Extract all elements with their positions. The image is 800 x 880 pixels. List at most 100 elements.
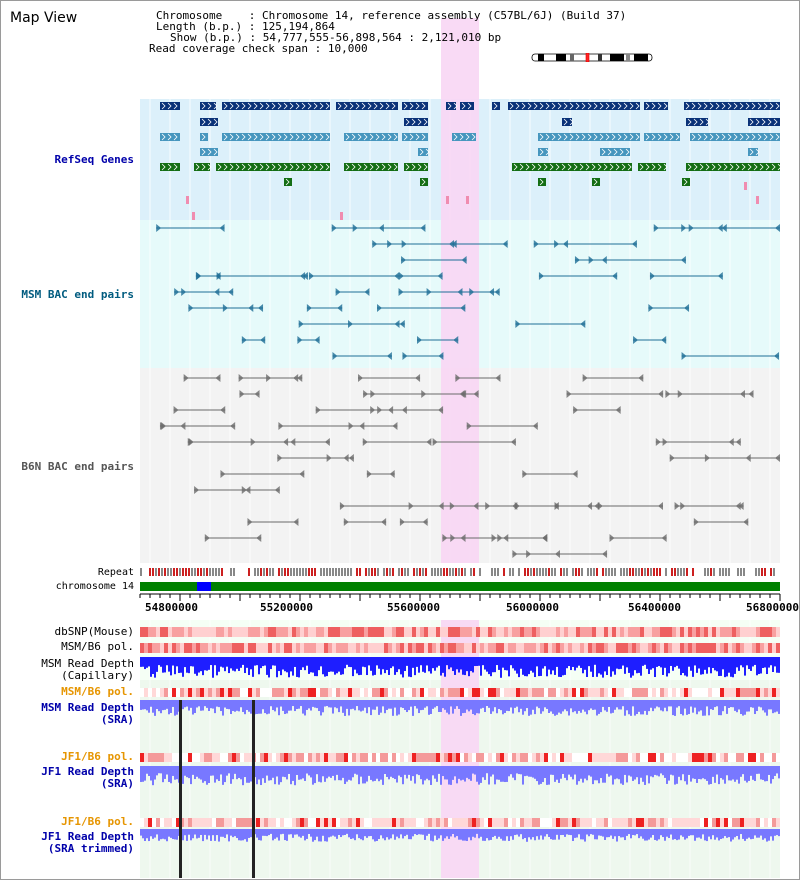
- polymorphism-cell: [560, 627, 564, 637]
- bac-end: [241, 336, 247, 344]
- polymorphism-cell: [456, 753, 460, 762]
- polymorphism-cell: [500, 753, 504, 762]
- depth-bar: [660, 766, 662, 774]
- polymorphism-cell: [668, 688, 672, 697]
- chromosome-ideogram[interactable]: [530, 53, 654, 62]
- page-title: Map View: [10, 10, 78, 26]
- depth-bar: [470, 700, 472, 710]
- depth-bar: [166, 657, 168, 666]
- polymorphism-cell: [368, 688, 372, 697]
- polymorphism-cell: [316, 688, 320, 697]
- polymorphism-cell: [520, 818, 524, 827]
- depth-bar: [448, 766, 450, 785]
- depth-bar: [298, 657, 300, 678]
- polymorphism-cell: [624, 753, 628, 762]
- depth-bar: [506, 766, 508, 782]
- polymorphism-cell: [500, 818, 504, 827]
- depth-bar: [212, 700, 214, 709]
- polymorphism-cell: [296, 627, 300, 637]
- polymorphism-cell: [468, 643, 472, 653]
- depth-bar: [726, 766, 728, 776]
- polymorphism-cell: [600, 627, 604, 637]
- polymorphism-cell: [768, 753, 772, 762]
- gene-feature: [508, 102, 640, 110]
- depth-bar: [424, 829, 426, 840]
- depth-bar: [446, 657, 448, 666]
- polymorphism-cell: [616, 688, 620, 697]
- polymorphism-cell: [636, 688, 640, 697]
- depth-bar: [660, 829, 662, 836]
- depth-bar: [482, 829, 484, 841]
- bac-end: [438, 406, 444, 414]
- polymorphism-cell: [492, 643, 496, 653]
- depth-bar: [362, 829, 364, 841]
- bac-end: [230, 422, 236, 430]
- polymorphism-cell: [692, 627, 696, 637]
- polymorphism-cell: [712, 818, 716, 827]
- depth-bar: [208, 657, 210, 670]
- depth-bar: [504, 766, 506, 783]
- polymorphism-cell: [268, 688, 272, 697]
- polymorphism-cell: [700, 753, 704, 762]
- polymorphism-cell: [684, 627, 688, 637]
- polymorphism-cell: [584, 643, 588, 653]
- length-value: 125,194,864: [261, 20, 335, 33]
- repeat-mark: [572, 568, 574, 576]
- polymorphism-cell: [140, 627, 144, 637]
- depth-bar: [372, 700, 374, 710]
- gene-strand-mark: [539, 133, 544, 141]
- depth-bar: [696, 657, 698, 673]
- depth-bar: [722, 700, 724, 712]
- repeat-mark: [398, 568, 400, 576]
- depth-bar: [154, 829, 156, 838]
- depth-bar: [410, 766, 412, 781]
- bac-end: [438, 352, 444, 360]
- repeat-mark: [764, 568, 766, 576]
- depth-bar: [518, 766, 520, 775]
- polymorphism-cell: [568, 753, 572, 762]
- repeat-mark: [350, 568, 352, 576]
- polymorphism-cell: [728, 753, 732, 762]
- polymorphism-cell: [300, 688, 304, 697]
- depth-bar: [380, 829, 382, 836]
- polymorphism-cell: [476, 818, 480, 827]
- polymorphism-cell: [416, 627, 420, 637]
- gene-strand-mark: [575, 102, 580, 110]
- depth-bar: [202, 766, 204, 783]
- depth-bar: [538, 700, 540, 709]
- depth-bar: [604, 700, 606, 711]
- polymorphism-cell: [200, 753, 204, 762]
- gene-strand-mark: [207, 118, 212, 126]
- depth-bar: [640, 766, 642, 778]
- polymorphism-cell: [592, 753, 596, 762]
- depth-bar: [266, 829, 268, 837]
- depth-bar: [434, 657, 436, 671]
- polymorphism-cell: [324, 753, 328, 762]
- depth-bar: [314, 766, 316, 784]
- depth-bar: [438, 829, 440, 839]
- polymorphism-cell: [216, 688, 220, 697]
- polymorphism-cell: [620, 643, 624, 653]
- polymorphism-cell: [312, 753, 316, 762]
- depth-bar: [594, 766, 596, 781]
- depth-bar: [776, 766, 778, 774]
- depth-bar: [390, 829, 392, 839]
- depth-bar: [162, 657, 164, 673]
- depth-bar: [542, 766, 544, 783]
- gene-strand-mark: [283, 163, 288, 171]
- depth-bar: [656, 657, 658, 667]
- polymorphism-cell: [412, 627, 416, 637]
- polymorphism-cell: [468, 818, 472, 827]
- repeat-mark: [677, 568, 679, 576]
- depth-bar: [614, 657, 616, 675]
- depth-bar: [450, 657, 452, 668]
- depth-bar: [732, 766, 734, 780]
- bac-end: [277, 454, 283, 462]
- depth-bar: [260, 657, 262, 669]
- polymorphism-cell: [316, 627, 320, 637]
- polymorphism-cell: [148, 818, 152, 827]
- depth-bar: [190, 766, 192, 785]
- depth-bar: [446, 700, 448, 713]
- polymorphism-cell: [368, 643, 372, 653]
